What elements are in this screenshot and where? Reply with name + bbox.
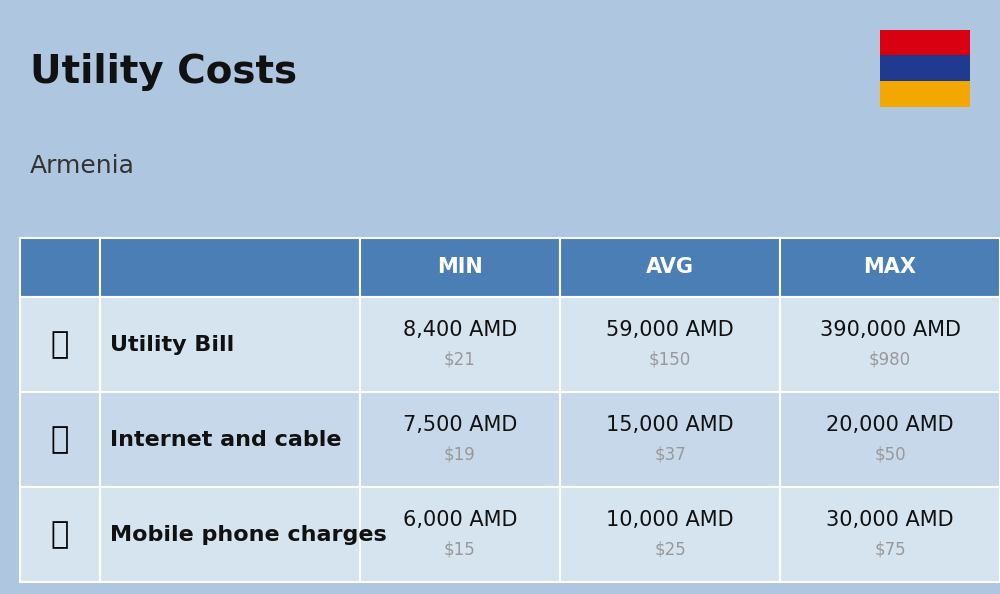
FancyBboxPatch shape (360, 487, 560, 582)
Text: $150: $150 (649, 350, 691, 368)
Text: 6,000 AMD: 6,000 AMD (403, 510, 517, 530)
Text: $50: $50 (874, 446, 906, 463)
Text: $19: $19 (444, 446, 476, 463)
FancyBboxPatch shape (780, 238, 1000, 297)
Text: MAX: MAX (864, 257, 916, 277)
Text: Mobile phone charges: Mobile phone charges (110, 525, 387, 545)
FancyBboxPatch shape (560, 297, 780, 392)
Text: 30,000 AMD: 30,000 AMD (826, 510, 954, 530)
FancyBboxPatch shape (100, 297, 360, 392)
FancyBboxPatch shape (360, 297, 560, 392)
Text: 📱: 📱 (51, 520, 69, 549)
FancyBboxPatch shape (880, 55, 970, 81)
FancyBboxPatch shape (20, 238, 100, 297)
Text: 15,000 AMD: 15,000 AMD (606, 415, 734, 435)
FancyBboxPatch shape (780, 392, 1000, 487)
FancyBboxPatch shape (780, 487, 1000, 582)
FancyBboxPatch shape (360, 238, 560, 297)
FancyBboxPatch shape (780, 297, 1000, 392)
Text: $75: $75 (874, 541, 906, 558)
FancyBboxPatch shape (20, 392, 100, 487)
Text: Internet and cable: Internet and cable (110, 429, 342, 450)
Text: 59,000 AMD: 59,000 AMD (606, 320, 734, 340)
FancyBboxPatch shape (100, 238, 360, 297)
Text: $25: $25 (654, 541, 686, 558)
Text: $980: $980 (869, 350, 911, 368)
Text: 10,000 AMD: 10,000 AMD (606, 510, 734, 530)
FancyBboxPatch shape (880, 30, 970, 55)
Text: 390,000 AMD: 390,000 AMD (820, 320, 960, 340)
Text: 7,500 AMD: 7,500 AMD (403, 415, 517, 435)
Text: 📡: 📡 (51, 425, 69, 454)
Text: MIN: MIN (437, 257, 483, 277)
Text: $37: $37 (654, 446, 686, 463)
Text: Utility Bill: Utility Bill (110, 334, 234, 355)
FancyBboxPatch shape (360, 392, 560, 487)
FancyBboxPatch shape (20, 487, 100, 582)
FancyBboxPatch shape (560, 487, 780, 582)
Text: 🔌: 🔌 (51, 330, 69, 359)
FancyBboxPatch shape (560, 392, 780, 487)
FancyBboxPatch shape (560, 238, 780, 297)
FancyBboxPatch shape (880, 81, 970, 107)
Text: Armenia: Armenia (30, 154, 135, 178)
Text: $15: $15 (444, 541, 476, 558)
Text: 8,400 AMD: 8,400 AMD (403, 320, 517, 340)
Text: 20,000 AMD: 20,000 AMD (826, 415, 954, 435)
Text: AVG: AVG (646, 257, 694, 277)
Text: $21: $21 (444, 350, 476, 368)
FancyBboxPatch shape (100, 487, 360, 582)
FancyBboxPatch shape (20, 297, 100, 392)
Text: Utility Costs: Utility Costs (30, 53, 297, 91)
FancyBboxPatch shape (100, 392, 360, 487)
